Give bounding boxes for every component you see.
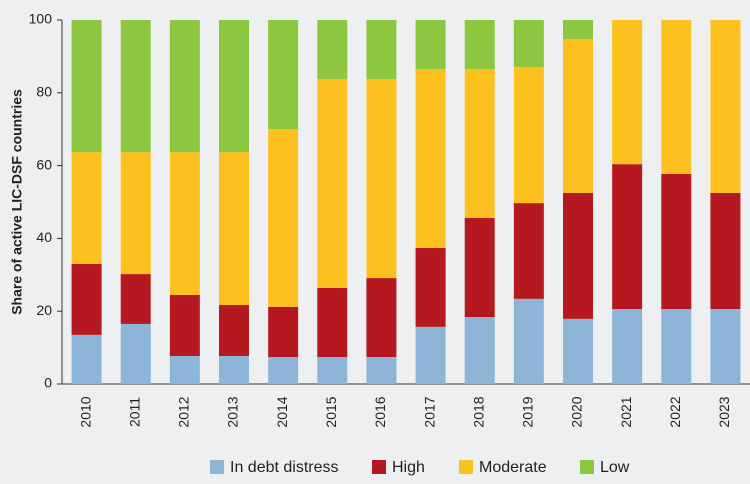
x-tick-label: 2020 <box>569 396 585 427</box>
bar-segment <box>366 278 397 358</box>
y-tick-label: 0 <box>44 375 52 391</box>
bar-segment <box>563 192 593 319</box>
x-tick-label: 2022 <box>667 396 683 427</box>
bar-segment <box>612 309 643 384</box>
legend-swatch <box>459 460 473 474</box>
bar-segment <box>612 164 643 310</box>
bar-segment <box>513 66 544 204</box>
bar-segment <box>120 274 151 324</box>
y-tick-label: 60 <box>36 156 52 172</box>
bar-segment <box>219 20 249 153</box>
x-tick-label: 2019 <box>520 396 536 427</box>
bar-segment <box>120 323 151 384</box>
bar-segment <box>219 355 249 384</box>
bar-segment <box>415 326 446 384</box>
bar-segment <box>415 20 446 70</box>
bar-segment <box>71 152 102 264</box>
bar-segment <box>661 20 692 174</box>
x-tick-label: 2011 <box>126 397 142 427</box>
bar-segment <box>464 317 495 384</box>
bar-segment <box>366 357 397 384</box>
bar-segment <box>513 20 544 67</box>
x-tick-label: 2017 <box>421 396 437 427</box>
x-tick-label: 2023 <box>716 396 732 427</box>
bar-segment <box>563 38 593 193</box>
legend-label: In debt distress <box>230 459 339 476</box>
bar-segment <box>661 173 692 310</box>
bar-segment <box>169 152 200 295</box>
y-tick-label: 100 <box>29 11 53 27</box>
bar-segment <box>317 287 348 358</box>
bar-segment <box>710 309 741 384</box>
bar-segment <box>71 20 102 153</box>
bar-segment <box>71 334 102 384</box>
x-tick-label: 2012 <box>176 396 192 427</box>
legend-swatch <box>210 460 224 474</box>
bar-segment <box>366 20 397 79</box>
bar-segment <box>415 69 446 248</box>
bar-segment <box>317 78 348 288</box>
bar-segment <box>464 218 495 318</box>
y-tick-label: 80 <box>36 84 52 100</box>
legend-label: High <box>392 459 425 476</box>
bar-segment <box>268 306 299 358</box>
x-tick-label: 2021 <box>618 396 634 427</box>
x-tick-label: 2010 <box>77 396 93 427</box>
bar-segment <box>415 247 446 327</box>
legend-swatch <box>372 460 386 474</box>
bar-segment <box>710 20 741 193</box>
bar-segment <box>120 20 151 153</box>
legend-swatch <box>580 460 594 474</box>
bar-segment <box>71 263 102 335</box>
x-tick-label: 2015 <box>323 396 339 427</box>
bar-segment <box>513 298 544 384</box>
y-tick-label: 20 <box>36 302 52 318</box>
bar-segment <box>169 294 200 356</box>
bar-segment <box>219 305 249 356</box>
bar-segment <box>317 357 348 384</box>
x-tick-label: 2013 <box>225 396 241 427</box>
x-tick-label: 2016 <box>372 396 388 427</box>
legend-label: Moderate <box>479 459 547 476</box>
bar-segment <box>710 192 741 310</box>
bar-segment <box>661 309 692 384</box>
bar-segment <box>612 20 643 165</box>
x-tick-label: 2018 <box>470 396 486 427</box>
legend-label: Low <box>600 459 630 476</box>
bar-segment <box>268 20 299 130</box>
x-tick-label: 2014 <box>274 396 290 427</box>
bar-segment <box>563 318 593 384</box>
bar-segment <box>317 20 348 79</box>
bar-segment <box>169 20 200 153</box>
bar-segment <box>219 152 249 306</box>
bar-segment <box>464 20 495 70</box>
bar-segment <box>120 152 151 275</box>
bar-segment <box>268 129 299 307</box>
bar-segment <box>563 20 593 39</box>
bar-segment <box>513 203 544 299</box>
bar-segment <box>464 69 495 219</box>
bar-segment <box>169 355 200 384</box>
bar-segment <box>366 78 397 279</box>
y-axis-label: Share of active LIC-DSF countries <box>9 89 25 315</box>
y-tick-label: 40 <box>36 229 52 245</box>
bar-segment <box>268 357 299 384</box>
